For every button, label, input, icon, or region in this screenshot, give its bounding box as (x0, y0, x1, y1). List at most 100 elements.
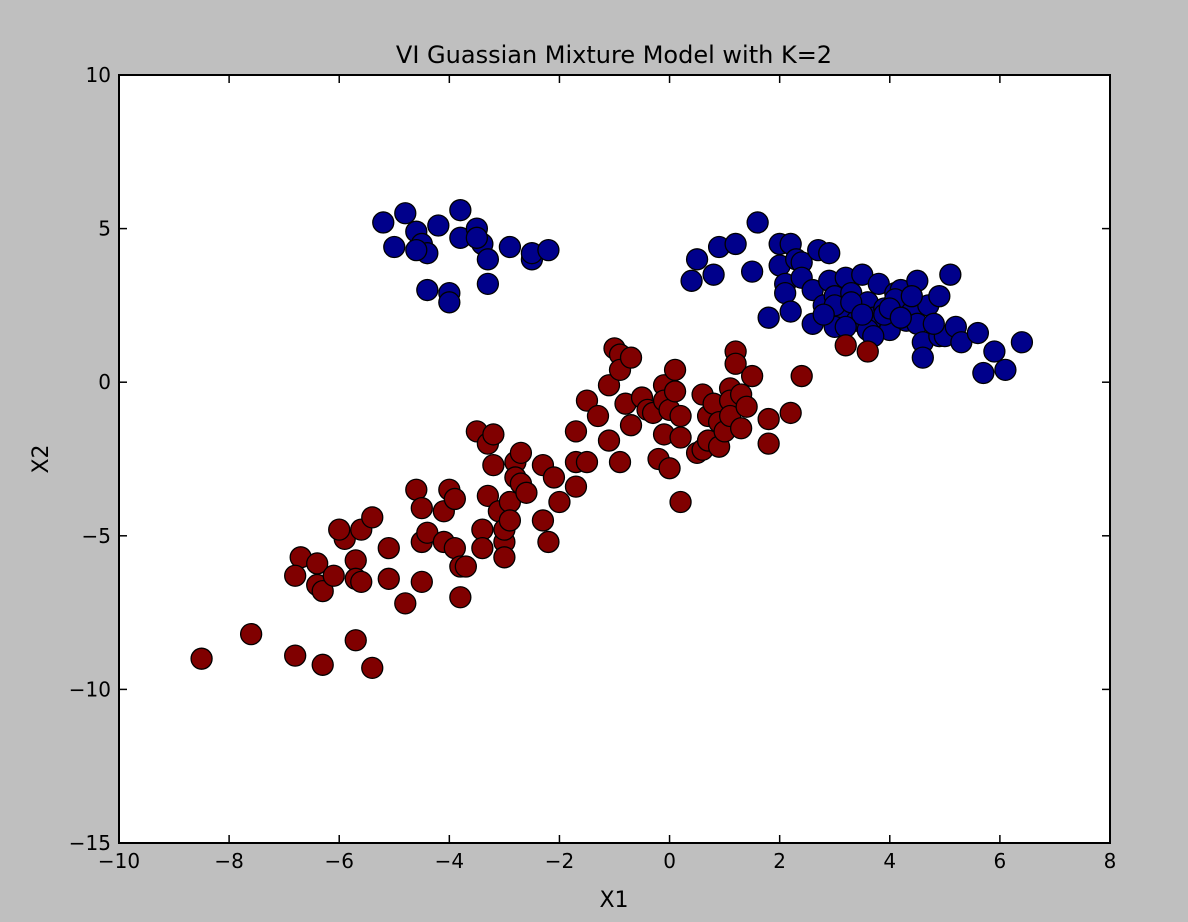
data-point (383, 235, 406, 259)
data-point (735, 395, 758, 418)
data-point (575, 450, 599, 474)
x-tick-label: 6 (994, 849, 1007, 873)
data-point (515, 481, 538, 504)
y-tick-label: 5 (98, 217, 111, 241)
data-point (493, 546, 516, 569)
data-point (377, 536, 400, 560)
y-tick-label: 0 (98, 370, 111, 394)
data-point (454, 555, 478, 578)
data-point (818, 242, 841, 265)
data-point (427, 214, 450, 237)
data-point (239, 622, 263, 646)
data-point (1010, 331, 1034, 354)
data-point (812, 303, 835, 326)
data-point (729, 417, 753, 440)
x-tick-label: 0 (663, 849, 676, 873)
y-axis-label: X2 (29, 444, 54, 473)
data-point (658, 457, 681, 480)
y-tick-label: −5 (82, 524, 111, 548)
data-point (350, 570, 373, 594)
data-point (361, 656, 384, 680)
data-point (779, 300, 802, 323)
data-point (564, 475, 588, 498)
data-point (702, 263, 725, 286)
data-point (972, 361, 995, 385)
data-point (449, 199, 472, 222)
data-point (476, 484, 500, 508)
data-point (564, 420, 588, 443)
data-point (680, 269, 703, 292)
data-point (405, 238, 428, 262)
data-points (190, 199, 1034, 680)
data-point (757, 306, 780, 329)
data-point (498, 509, 522, 532)
data-point (465, 226, 489, 249)
data-point (851, 303, 874, 326)
data-point (482, 453, 505, 477)
data-point (856, 340, 879, 363)
x-tick-label: 8 (1104, 849, 1117, 873)
data-point (471, 536, 494, 560)
data-point (449, 586, 472, 609)
data-point (994, 358, 1017, 382)
data-point (482, 423, 505, 446)
data-point (834, 334, 857, 357)
x-tick-label: 2 (773, 849, 786, 873)
data-point (740, 260, 764, 283)
data-point (922, 312, 945, 335)
data-point (724, 232, 747, 256)
data-point (724, 352, 747, 375)
data-point (900, 285, 923, 308)
data-point (498, 235, 522, 259)
data-point (394, 202, 417, 225)
x-axis-label: X1 (599, 888, 628, 913)
data-point (190, 647, 213, 670)
data-point (438, 291, 461, 314)
data-point (443, 536, 466, 560)
data-point (476, 248, 500, 271)
data-point (669, 404, 692, 428)
data-point (328, 518, 351, 541)
data-point (476, 272, 500, 296)
data-point (575, 389, 599, 412)
x-tick-label: 4 (883, 849, 896, 873)
data-point (939, 263, 962, 286)
data-point (416, 278, 439, 302)
data-point (663, 358, 687, 382)
data-point (889, 306, 912, 329)
x-tick-label: −10 (98, 849, 140, 873)
data-point (597, 374, 621, 397)
data-point (542, 466, 566, 489)
data-point (911, 346, 934, 369)
data-point (405, 478, 428, 501)
data-point (410, 570, 433, 594)
chart-title: VI Guassian Mixture Model with K=2 (396, 41, 832, 69)
data-point (372, 211, 395, 234)
data-point (537, 530, 560, 554)
x-tick-label: −2 (545, 849, 574, 873)
x-tick-label: −8 (214, 849, 243, 873)
data-point (361, 506, 384, 529)
data-point (983, 340, 1006, 363)
data-point (311, 653, 334, 676)
data-point (311, 579, 334, 603)
data-point (322, 564, 345, 587)
data-point (619, 346, 643, 369)
data-point (394, 592, 417, 615)
data-point (669, 490, 692, 514)
data-point (586, 404, 610, 428)
data-point (377, 567, 400, 590)
data-point (790, 364, 813, 388)
data-point (548, 490, 571, 514)
x-tick-label: −4 (435, 849, 464, 873)
data-point (663, 380, 687, 403)
data-point (284, 644, 307, 667)
data-point (966, 321, 990, 345)
data-point (443, 487, 466, 511)
data-point (619, 414, 643, 437)
data-point (509, 441, 533, 465)
data-point (740, 364, 764, 388)
data-point (757, 432, 780, 455)
